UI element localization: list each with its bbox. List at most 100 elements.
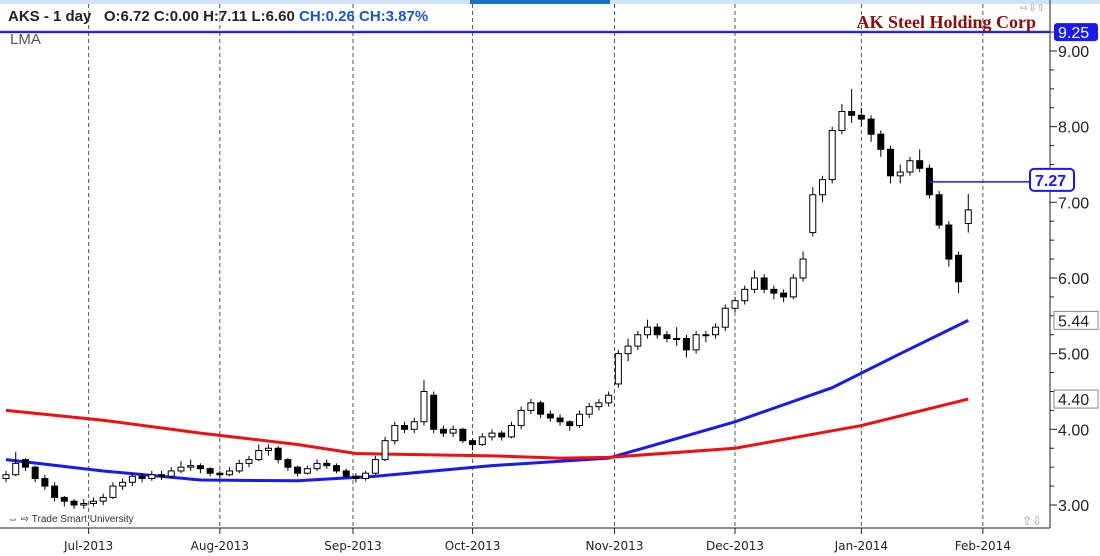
candle-up — [799, 258, 807, 279]
candle-up — [2, 474, 10, 480]
candle-up — [789, 277, 797, 298]
y-tick-label: 6.00 — [1058, 271, 1089, 288]
candle-up — [478, 436, 486, 445]
price-label: 7.27 — [1035, 173, 1066, 190]
candle-up — [702, 334, 710, 337]
candle-up — [235, 462, 243, 472]
candle-down — [780, 292, 788, 298]
candle-up — [692, 334, 700, 351]
price-label: 5.44 — [1058, 313, 1089, 330]
change-readout: CH:0.26 CH:3.87% — [298, 8, 429, 25]
y-tick-label: 8.00 — [1058, 120, 1089, 137]
price-label-box — [1054, 23, 1098, 42]
candle-up — [255, 450, 263, 461]
candle-down — [332, 465, 340, 472]
candle-up — [89, 500, 97, 504]
candle-down — [887, 148, 895, 177]
candle-up — [109, 485, 117, 498]
ohlc-readout: O:6.72 C:0.00 H:7.11 L:6.60 — [103, 8, 295, 25]
y-tick-label: 4.00 — [1058, 422, 1089, 439]
candle-up — [420, 390, 428, 423]
x-tick-label: Nov-2013 — [585, 539, 643, 553]
x-tick-label: Sep-2013 — [324, 539, 382, 553]
candle-up — [964, 209, 972, 225]
candle-up — [828, 129, 836, 181]
candle-up — [741, 288, 749, 302]
candle-down — [760, 277, 768, 290]
candle-up — [507, 425, 515, 438]
candle-down — [867, 118, 875, 135]
candle-up — [750, 277, 758, 290]
candle-up — [731, 300, 739, 309]
watermark: ⇔ ⇨ Trade Smart University — [8, 514, 134, 525]
candle-up — [712, 326, 720, 336]
candle-down — [935, 194, 943, 226]
candle-down — [663, 334, 671, 340]
candle-down — [556, 417, 564, 423]
candle-up — [449, 428, 457, 434]
candle-up — [838, 111, 846, 131]
candle-up — [809, 194, 817, 234]
symbol-label: AKS - 1 day — [8, 8, 92, 25]
candle-down — [945, 224, 953, 260]
candle-up — [624, 345, 632, 355]
x-tick-label: Jan-2014 — [834, 539, 888, 553]
candle-up — [80, 502, 88, 506]
candle-up — [527, 402, 535, 411]
y-tick-label: 5.00 — [1058, 347, 1089, 364]
y-tick-label: 9.00 — [1058, 44, 1089, 61]
candle-down — [459, 428, 467, 442]
nav-arrows-icon: ⇨⇩⇧ — [1020, 3, 1045, 14]
candle-up — [381, 440, 389, 461]
candle-down — [955, 254, 963, 283]
price-label: 4.40 — [1058, 392, 1089, 409]
candle-down — [21, 459, 29, 468]
candle-down — [158, 474, 166, 477]
candle-down — [216, 472, 224, 476]
candle-up — [614, 353, 622, 385]
candle-up — [12, 462, 20, 476]
candle-up — [119, 481, 127, 487]
candle-down — [138, 475, 146, 480]
price-label-box — [1053, 310, 1099, 330]
candle-down — [430, 394, 438, 430]
candle-up — [99, 496, 107, 502]
candle-down — [469, 440, 477, 445]
candle-down — [857, 114, 865, 120]
candle-up — [585, 406, 593, 415]
candle-up — [673, 338, 681, 341]
x-tick-label: Oct-2013 — [445, 539, 501, 553]
active-tab[interactable] — [470, 0, 610, 4]
candle-down — [51, 485, 59, 498]
candle-up — [264, 447, 272, 452]
candle-up — [595, 402, 603, 408]
candle-down — [537, 402, 545, 415]
candle-up — [226, 470, 234, 476]
candle-up — [177, 466, 185, 472]
candle-down — [70, 500, 78, 506]
indicator-label: LMA — [10, 31, 41, 48]
candle-up — [906, 160, 914, 173]
candle-up — [410, 421, 418, 430]
candle-up — [634, 334, 642, 347]
ma-line-red — [5, 397, 969, 460]
candle-down — [498, 432, 506, 438]
candle-up — [313, 462, 321, 470]
candle-down — [342, 470, 350, 477]
candle-down — [546, 413, 554, 419]
candle-up — [896, 171, 904, 177]
price-label-box — [1053, 389, 1099, 409]
x-tick-label: Dec-2013 — [706, 539, 764, 553]
candle-down — [848, 111, 856, 116]
candle-down — [60, 496, 68, 502]
candle-down — [323, 462, 331, 467]
candle-up — [362, 472, 370, 480]
candle-down — [294, 466, 302, 474]
candle-up — [303, 468, 311, 474]
candle-up — [818, 179, 826, 196]
candle-up — [187, 465, 195, 468]
price-label-box — [1029, 167, 1075, 192]
candle-down — [206, 468, 214, 474]
candle-up — [167, 470, 175, 477]
